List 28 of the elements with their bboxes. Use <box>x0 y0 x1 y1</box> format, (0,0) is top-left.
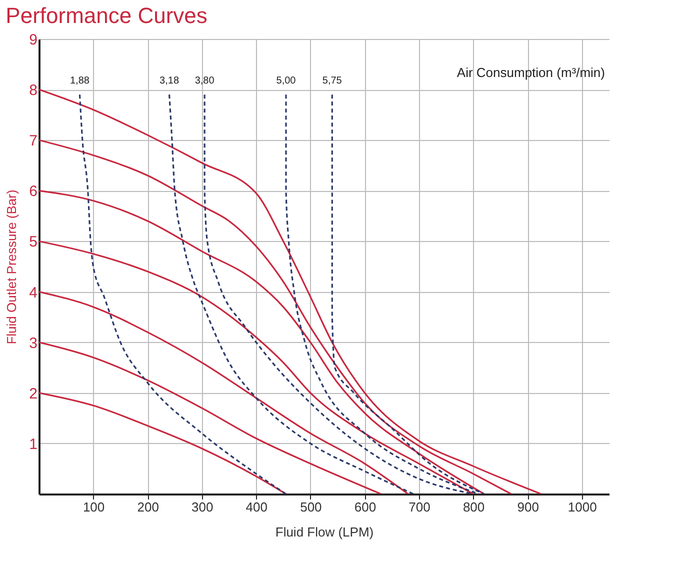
chart-title: Performance Curves <box>6 3 208 28</box>
x-tick-label: 100 <box>82 500 105 514</box>
series-label: 3,80 <box>194 76 215 87</box>
y-tick-label: 1 <box>29 436 38 453</box>
x-tick-label: 700 <box>408 500 430 514</box>
y-tick-label: 3 <box>29 334 38 352</box>
y-tick-label: 6 <box>29 183 38 200</box>
x-tick-label: 600 <box>354 500 376 514</box>
x-tick-label: 500 <box>300 500 322 514</box>
y-tick-label: 7 <box>29 132 38 150</box>
y-tick-label: 9 <box>29 32 38 48</box>
x-tick-label: 800 <box>462 500 485 514</box>
series-label: 1,88 <box>70 76 90 87</box>
series-label: 3,18 <box>160 76 180 87</box>
series-label: 5,75 <box>322 76 342 87</box>
y-tick-label: 8 <box>29 82 38 100</box>
x-tick-label: 1000 <box>568 500 597 514</box>
y-axis-title: Fluid Outlet Pressure (Bar) <box>4 190 20 344</box>
x-tick-label: 900 <box>517 500 539 514</box>
x-axis-title: Fluid Flow (LPM) <box>275 524 374 540</box>
y-tick-label: 5 <box>29 234 38 251</box>
x-tick-label: 400 <box>246 500 268 514</box>
annotation: Air Consumption (m³/min) <box>456 65 605 80</box>
y-tick-label: 2 <box>29 385 38 402</box>
y-tick-label: 4 <box>29 284 38 302</box>
x-tick-label: 200 <box>137 500 159 514</box>
series-label: 5,00 <box>276 76 296 87</box>
x-tick-label: 300 <box>192 500 214 514</box>
